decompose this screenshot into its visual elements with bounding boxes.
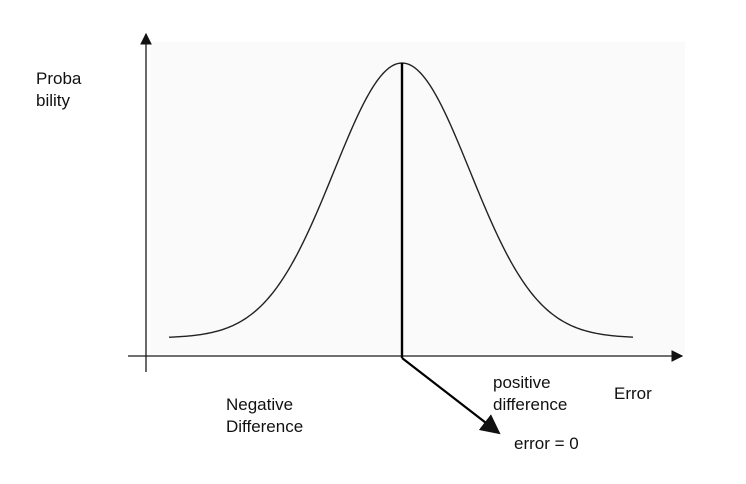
positive-difference-label-line-1: positive bbox=[493, 373, 551, 392]
error-zero-pointer-arrow bbox=[401, 357, 501, 435]
x-axis-label: Error bbox=[614, 384, 652, 403]
negative-difference-label-line-1: Negative bbox=[226, 395, 294, 414]
error-zero-label: error = 0 bbox=[514, 434, 579, 453]
negative-difference-label: Negative Difference bbox=[226, 394, 303, 438]
y-axis-label-line-2: bility bbox=[36, 91, 71, 110]
y-axis-label-line-1: Proba bbox=[36, 69, 82, 88]
y-axis-label: Proba bility bbox=[36, 68, 81, 112]
positive-difference-label: positive difference bbox=[493, 372, 567, 416]
negative-difference-label-line-2: Difference bbox=[226, 417, 304, 436]
positive-difference-label-line-2: difference bbox=[493, 395, 568, 414]
plot-area bbox=[150, 42, 685, 354]
